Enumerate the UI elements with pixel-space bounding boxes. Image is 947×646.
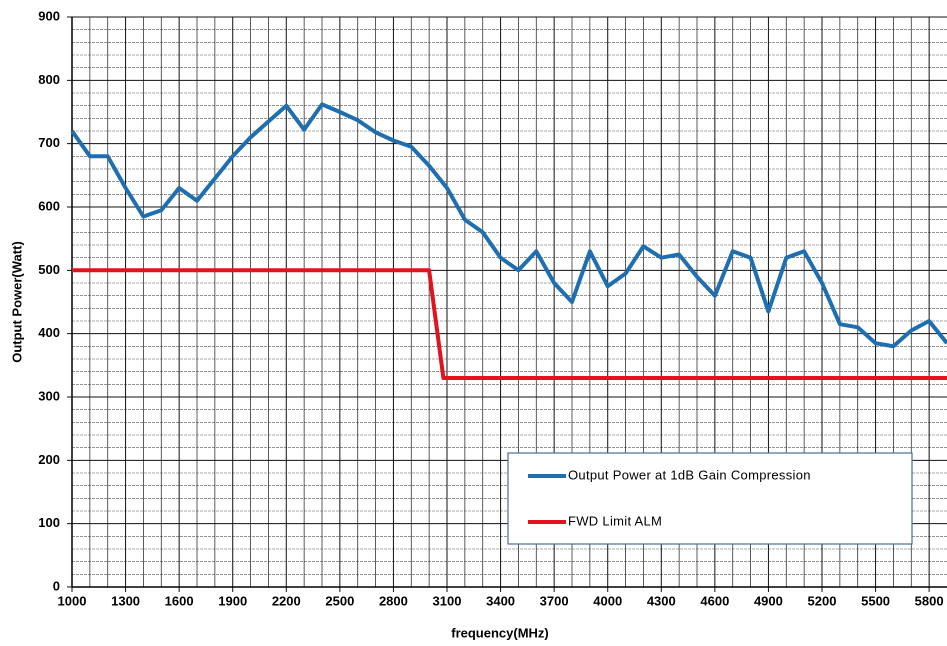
legend-label: FWD Limit ALM (568, 513, 662, 528)
series-line (72, 268, 947, 380)
y-tick-label: 900 (38, 8, 60, 23)
x-tick-label: 4300 (647, 593, 676, 608)
x-tick-label: 1300 (111, 593, 140, 608)
x-tick-label: 3400 (486, 593, 515, 608)
y-tick-label: 400 (38, 325, 60, 340)
y-tick-label: 300 (38, 388, 60, 403)
y-tick-label: 0 (53, 578, 60, 593)
legend-label: Output Power at 1dB Gain Compression (568, 467, 811, 482)
x-tick-label: 3700 (540, 593, 569, 608)
x-tick-label: 4000 (593, 593, 622, 608)
y-tick-label: 700 (38, 135, 60, 150)
x-tick-label: 5800 (915, 593, 944, 608)
x-tick-label: 1900 (218, 593, 247, 608)
y-tick-label: 500 (38, 262, 60, 277)
x-tick-label: 3100 (433, 593, 462, 608)
x-tick-label: 4600 (700, 593, 729, 608)
legend-box (507, 452, 913, 545)
x-tick-label: 1000 (58, 593, 87, 608)
x-tick-label: 5200 (808, 593, 837, 608)
x-tick-label: 4900 (754, 593, 783, 608)
series-line (70, 102, 947, 349)
y-axis-label: Output Power(Watt) (9, 241, 24, 363)
x-tick-label: 2500 (325, 593, 354, 608)
x-tick-label: 1600 (165, 593, 194, 608)
x-tick-label: 2200 (272, 593, 301, 608)
x-tick-label: 2800 (379, 593, 408, 608)
y-tick-label: 200 (38, 452, 60, 467)
y-tick-label: 600 (38, 198, 60, 213)
y-tick-label: 100 (38, 515, 60, 530)
y-tick-label: 800 (38, 72, 60, 87)
x-axis-label: frequency(MHz) (451, 625, 549, 640)
x-tick-label: 5500 (861, 593, 890, 608)
